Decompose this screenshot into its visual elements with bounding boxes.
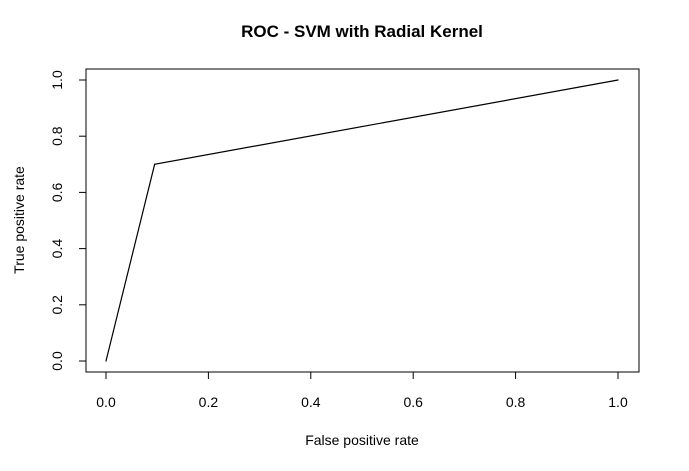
x-axis-label: False positive rate — [305, 432, 419, 448]
y-axis-label: True positive rate — [11, 166, 27, 274]
x-tick-label: 0.8 — [506, 394, 526, 410]
x-tick-label: 0.6 — [403, 394, 423, 410]
roc-point — [154, 163, 156, 165]
roc-point — [617, 79, 619, 81]
y-axis: 0.0 0.2 0.4 0.6 0.8 1.0 — [49, 70, 87, 371]
y-tick-label: 0.2 — [49, 295, 65, 315]
plot-frame — [85, 68, 640, 373]
y-tick-label: 0.6 — [49, 182, 65, 202]
y-tick-label: 0.0 — [49, 351, 65, 371]
y-tick-label: 0.4 — [49, 239, 65, 259]
chart-title: ROC - SVM with Radial Kernel — [241, 22, 483, 41]
x-tick-label: 0.2 — [199, 394, 219, 410]
roc-point — [105, 360, 107, 362]
roc-curve-line — [105, 79, 619, 362]
x-tick-label: 0.4 — [301, 394, 321, 410]
x-tick-label: 0.0 — [96, 394, 116, 410]
y-tick-label: 1.0 — [49, 70, 65, 90]
y-tick-label: 0.8 — [49, 126, 65, 146]
x-tick-label: 1.0 — [608, 394, 628, 410]
x-axis: 0.0 0.2 0.4 0.6 0.8 1.0 — [96, 371, 628, 410]
series-layer — [105, 79, 619, 362]
